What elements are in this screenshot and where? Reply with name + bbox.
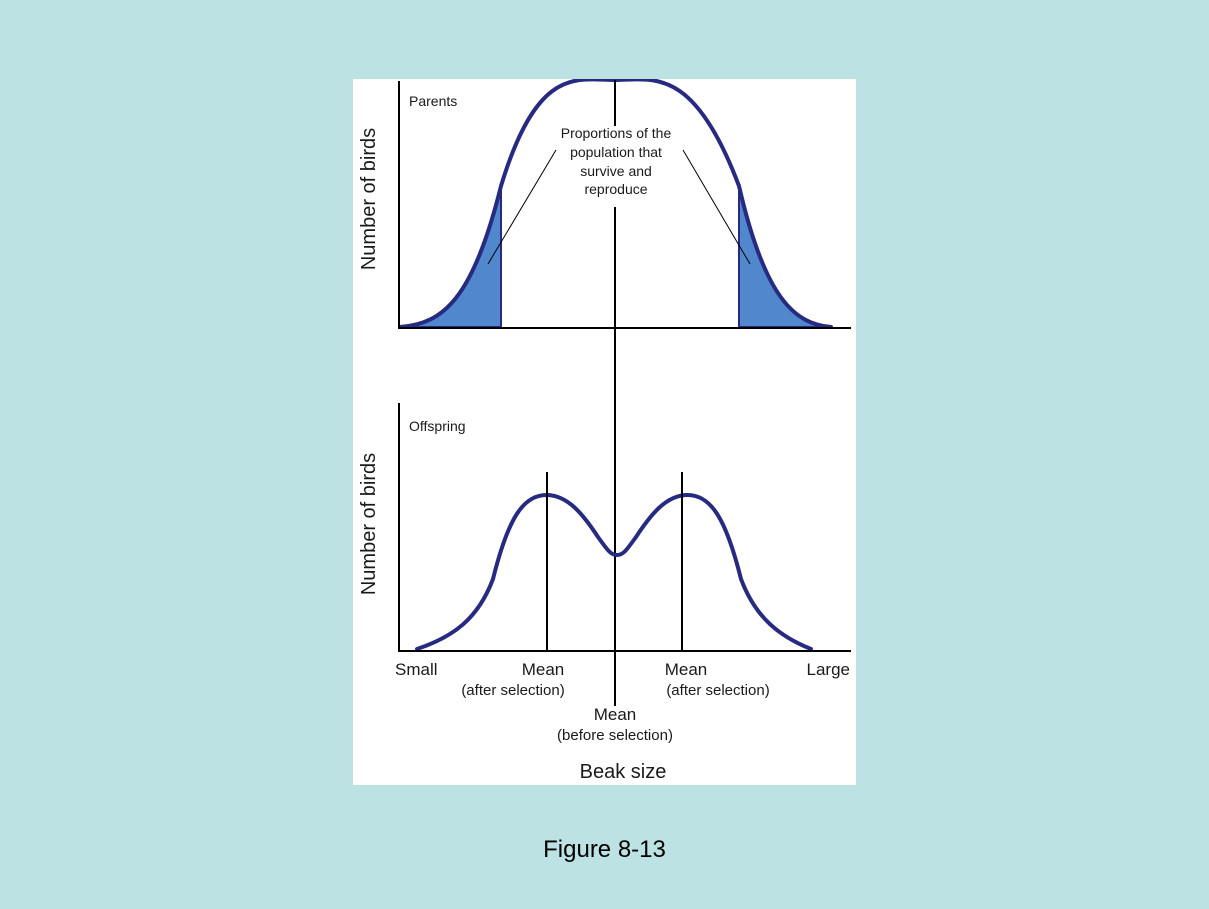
survival-annotation: Proportions of the population that survi… xyxy=(561,125,672,197)
x-axis-labels: Small Large Mean (after selection) Mean … xyxy=(395,660,850,783)
offspring-y-axis-label: Number of birds xyxy=(358,453,380,595)
mean-left-label: Mean xyxy=(522,660,565,679)
mean-right-label: Mean xyxy=(665,660,708,679)
figure-caption: Figure 8-13 xyxy=(543,836,666,863)
annotation-leader-left xyxy=(487,149,557,265)
annotation-leader-right xyxy=(682,149,751,265)
offspring-distribution-curve xyxy=(415,492,813,651)
parents-distribution-curve xyxy=(398,79,833,329)
annotation-line-1: Proportions of the xyxy=(561,125,672,141)
mean-left-sublabel: (after selection) xyxy=(461,682,564,699)
mean-center-sublabel: (before selection) xyxy=(557,727,673,744)
mean-right-sublabel: (after selection) xyxy=(666,682,769,699)
small-label: Small xyxy=(395,660,438,679)
parents-label: Parents xyxy=(409,93,457,109)
parents-y-axis-label: Number of birds xyxy=(358,128,380,270)
offspring-graph: Offspring Number of birds xyxy=(358,403,851,652)
offspring-label: Offspring xyxy=(409,418,466,434)
figure-panel: Parents Number of birds Proportions of t… xyxy=(353,79,856,785)
right-surviving-tail xyxy=(738,185,832,328)
beak-size-axis-label: Beak size xyxy=(580,761,667,783)
parents-graph: Parents Number of birds Proportions of t… xyxy=(358,79,851,329)
large-label: Large xyxy=(807,660,850,679)
annotation-line-2: population that xyxy=(570,144,662,160)
mean-center-label: Mean xyxy=(594,705,637,724)
annotation-line-3: survive and xyxy=(580,163,652,179)
annotation-line-4: reproduce xyxy=(584,181,647,197)
selection-diagram: Parents Number of birds Proportions of t… xyxy=(358,79,851,783)
